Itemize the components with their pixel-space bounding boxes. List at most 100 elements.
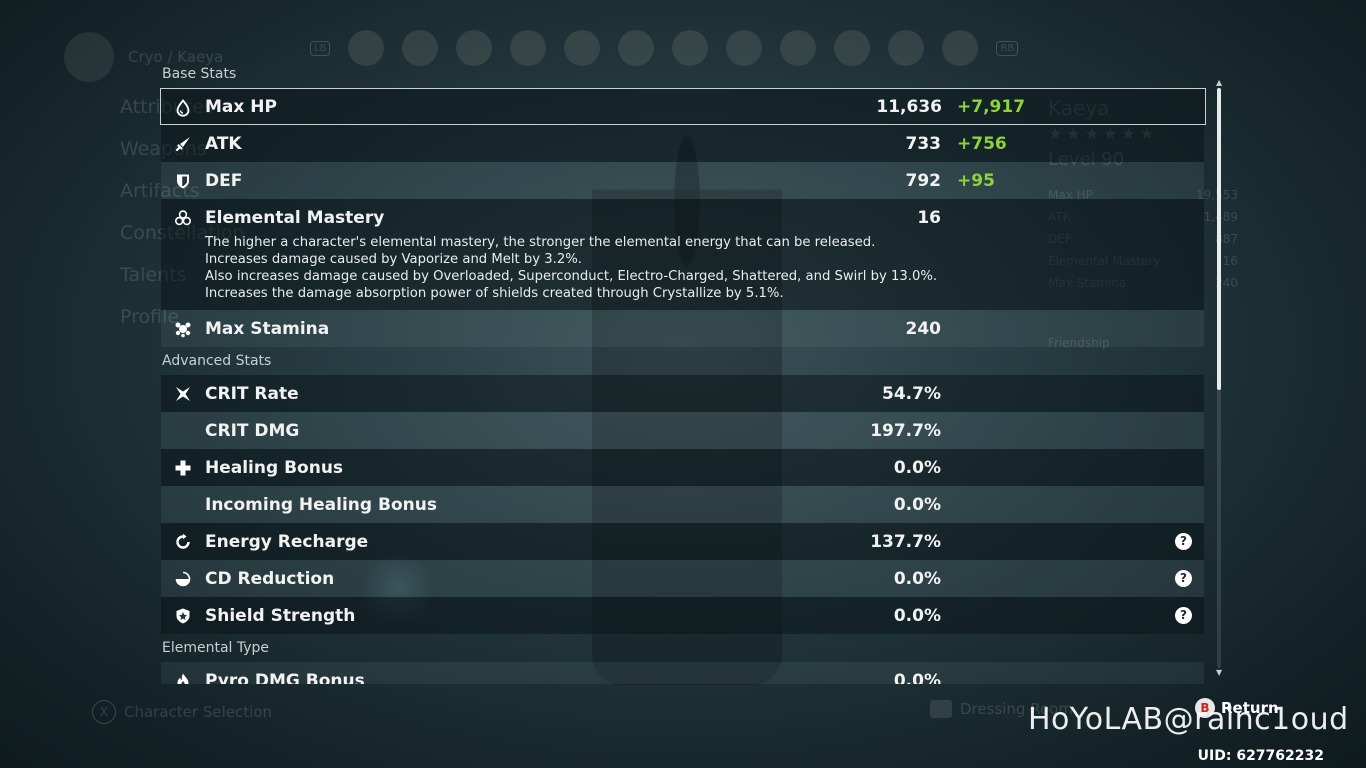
x-button-icon: X [92,700,116,724]
party-avatar[interactable] [618,30,655,66]
stat-label: Shield Strength [205,605,356,626]
party-bar: LB RB [310,30,1019,66]
stat-row-healing-bonus[interactable]: Healing Bonus 0.0% [161,449,1204,486]
def-shield-icon [174,172,192,190]
stat-row-shield-strength[interactable]: Shield Strength 0.0% ? [161,597,1204,634]
party-avatar[interactable] [942,30,979,66]
party-avatar[interactable] [888,30,925,66]
stat-label: DEF [205,170,243,191]
stat-row-elemental-mastery[interactable]: Elemental Mastery 16 The higher a charac… [161,199,1204,310]
description-line: Also increases damage caused by Overload… [205,269,938,284]
section-base-stats: Base Stats [162,66,237,82]
stat-row-max-hp[interactable]: Max HP 11,636 +7,917 [160,88,1206,125]
atk-sword-icon [174,135,192,153]
stat-value: 240 [905,318,942,339]
stat-label: CRIT Rate [205,383,299,404]
stat-label: CD Reduction [205,568,335,589]
stat-value: 16 [917,207,941,228]
stat-label: Pyro DMG Bonus [205,670,365,685]
description-line: Increases the damage absorption power of… [205,286,784,301]
elemental-mastery-icon [174,209,192,227]
stat-bonus: +95 [957,170,995,191]
party-avatar[interactable] [780,30,817,66]
stat-row-energy-recharge[interactable]: Energy Recharge 137.7% ? [161,523,1204,560]
stat-label: Max HP [205,96,277,117]
b-button-icon: B [1195,698,1215,718]
energy-recharge-icon [174,533,192,551]
stat-row-crit-dmg[interactable]: CRIT DMG 197.7% [161,412,1204,449]
cryo-emblem-icon [64,32,114,82]
party-avatar[interactable] [834,30,871,66]
stats-scrollbar[interactable]: ▲ ▼ [1216,78,1223,677]
stat-row-atk[interactable]: ATK 733 +756 [161,125,1204,162]
shield-strength-icon [174,607,192,625]
party-avatar[interactable] [564,30,601,66]
section-elemental-type: Elemental Type [162,640,270,656]
stamina-icon [174,320,192,338]
summary-stat: Max HP19,553 [1048,188,1238,202]
stat-row-def[interactable]: DEF 792 +95 [161,162,1204,199]
return-button[interactable]: B Return [1195,698,1279,718]
party-avatar[interactable] [456,30,493,66]
character-selection-hint[interactable]: X Character Selection [92,700,272,724]
stat-value: 733 [905,133,942,154]
stat-label: ATK [205,133,242,154]
stat-value: 54.7% [882,383,941,404]
stat-value: 197.7% [870,420,941,441]
pyro-flame-icon [174,672,192,684]
help-icon[interactable]: ? [1175,570,1192,587]
stat-row-cd-reduction[interactable]: CD Reduction 0.0% ? [161,560,1204,597]
stat-value: 137.7% [870,531,941,552]
scroll-thumb[interactable] [1217,88,1221,390]
watermark: HoYoLAB@rainc1oud [1028,702,1349,737]
scroll-track[interactable] [1217,88,1221,668]
elemental-mastery-description: The higher a character's elemental maste… [161,234,1204,302]
stat-label: Energy Recharge [205,531,369,552]
section-advanced-stats: Advanced Stats [162,353,272,369]
stat-value: 0.0% [893,670,941,685]
stat-value: 11,636 [876,96,942,117]
stat-bonus: +7,917 [957,96,1026,117]
stat-value: 792 [905,170,942,191]
healing-cross-icon [174,459,192,477]
stat-label: Elemental Mastery [205,207,385,228]
crit-rate-icon [174,385,192,403]
stat-row-crit-rate[interactable]: CRIT Rate 54.7% [161,375,1204,412]
description-line: The higher a character's elemental maste… [205,235,876,250]
background-header: Cryo / Kaeya [64,32,223,82]
hp-drop-icon [174,99,192,117]
dressing-room-hint[interactable]: Dressing Room [930,700,1073,718]
party-avatar[interactable] [510,30,547,66]
cd-reduction-icon [174,570,192,588]
wardrobe-icon [930,700,952,718]
stat-label: Healing Bonus [205,457,344,478]
party-avatar[interactable] [672,30,709,66]
rb-button[interactable]: RB [996,40,1019,56]
stat-value: 0.0% [893,457,941,478]
party-avatar[interactable] [348,30,385,66]
description-line: Increases damage caused by Vaporize and … [205,252,582,267]
stat-value: 0.0% [893,605,941,626]
stat-row-pyro-dmg-bonus[interactable]: Pyro DMG Bonus 0.0% [161,662,1204,684]
scroll-down-icon[interactable]: ▼ [1216,668,1223,677]
scroll-up-icon[interactable]: ▲ [1216,78,1223,87]
dressing-room-label: Dressing Room [960,700,1073,718]
stats-panel[interactable]: Base Stats Max HP 11,636 +7,917 ATK 733 … [158,60,1210,684]
uid-label: UID: 627762232 [1197,748,1324,764]
side-menu-item[interactable]: Profile [120,306,180,328]
stat-value: 0.0% [893,494,941,515]
stat-label: Incoming Healing Bonus [205,494,437,515]
stat-row-incoming-healing-bonus[interactable]: Incoming Healing Bonus 0.0% [161,486,1204,523]
stat-row-max-stamina[interactable]: Max Stamina 240 [161,310,1204,347]
stat-value: 0.0% [893,568,941,589]
party-avatar[interactable] [402,30,439,66]
stat-label: CRIT DMG [205,420,300,441]
character-selection-label: Character Selection [124,703,272,721]
breadcrumb: Cryo / Kaeya [128,48,224,66]
party-avatar[interactable] [726,30,763,66]
lb-button[interactable]: LB [310,40,331,56]
elemental-mastery-header: Elemental Mastery 16 [161,199,1204,236]
help-icon[interactable]: ? [1175,607,1192,624]
help-icon[interactable]: ? [1175,533,1192,550]
return-label: Return [1221,699,1279,717]
